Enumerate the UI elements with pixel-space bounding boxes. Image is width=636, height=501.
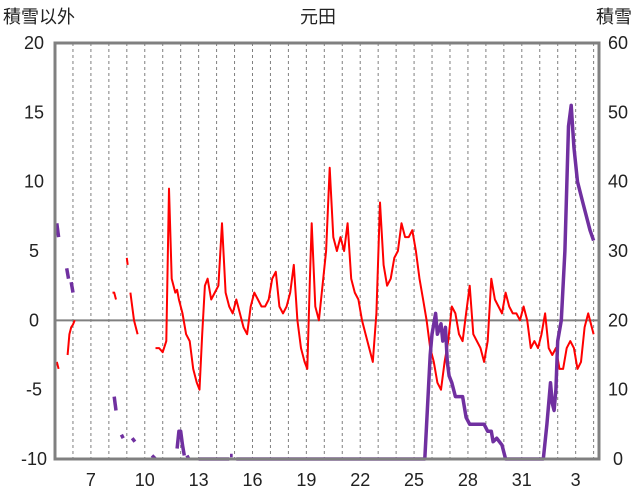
y-right-tick-label: 30 [608,241,628,261]
snow-depth-series-line [119,433,125,440]
y-left-tick-label: -10 [21,449,47,469]
x-tick-label: 28 [458,470,478,490]
snow-depth-series-line [69,281,75,293]
left-axis-label: 積雪以外 [3,7,75,28]
x-tick-label: 22 [350,470,370,490]
y-right-tick-label: 40 [608,172,628,192]
right-axis-label: 積雪 [596,7,632,28]
x-tick-label: 3 [571,470,581,490]
y-right-tick-label: 10 [608,380,628,400]
y-right-tick-label: 0 [613,449,623,469]
grid-layer [55,43,599,459]
y-right-tick-label: 20 [608,310,628,330]
snow-depth-series-line [236,103,596,461]
snow-depth-series-line [55,223,61,238]
y-left-tick-label: 0 [29,310,39,330]
plot-frame [53,41,601,461]
x-tick-label: 25 [404,470,424,490]
chart-title: 元田 [300,7,336,28]
other-series-line [129,292,139,335]
x-tick-label: 10 [135,470,155,490]
other-series-line [155,166,595,391]
other-series-line [55,361,60,370]
snow-depth-series-line [112,396,118,411]
y-left-tick-label: -5 [26,380,42,400]
snow-depth-series-line [175,429,187,456]
x-tick-label: 7 [86,470,96,490]
other-series-line [125,257,129,266]
snow-depth-series-line [130,437,137,443]
y-left-tick-label: 10 [24,172,44,192]
y-left-tick-label: 5 [29,241,39,261]
x-tick-label: 13 [189,470,209,490]
y-right-tick-label: 50 [608,102,628,122]
other-series-line [66,319,76,356]
snow-depth-series-line [64,268,71,279]
y-right-tick-label: 60 [608,33,628,53]
other-series-line [112,291,117,300]
y-left-tick-label: 15 [24,102,44,122]
x-tick-label: 16 [242,470,262,490]
x-tick-label: 19 [296,470,316,490]
y-left-tick-label: 20 [24,33,44,53]
x-tick-label: 31 [512,470,532,490]
